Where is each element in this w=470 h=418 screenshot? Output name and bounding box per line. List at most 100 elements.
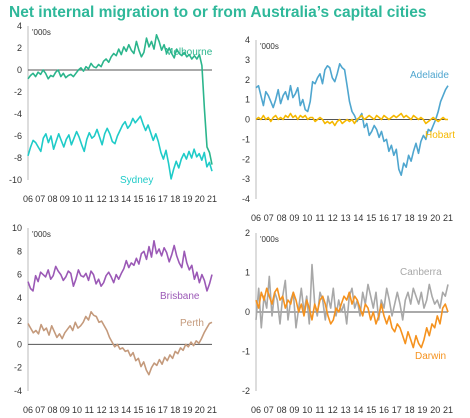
y-tick-label: -4 xyxy=(14,109,22,119)
y-tick-label: 0 xyxy=(245,115,250,125)
x-tick-label: 08 xyxy=(277,213,287,223)
x-tick-label: 14 xyxy=(353,213,363,223)
y-tick-label: 6 xyxy=(17,270,22,280)
y-tick-label: 8 xyxy=(17,246,22,256)
series-line-canberra xyxy=(255,263,449,329)
x-tick-label: 12 xyxy=(97,194,107,204)
x-tick-label: 06 xyxy=(23,194,33,204)
x-tick-label: 13 xyxy=(341,405,351,415)
x-tick-label: 19 xyxy=(182,194,192,204)
x-tick-label: 09 xyxy=(289,213,299,223)
y-tick-label: 2 xyxy=(245,75,250,85)
chart-title: Net internal migration to or from Austra… xyxy=(9,4,426,21)
x-tick-label: 18 xyxy=(405,405,415,415)
series-label-adelaide: Adelaide xyxy=(410,70,449,81)
x-tick-label: 19 xyxy=(417,213,427,223)
x-tick-label: 06 xyxy=(251,213,261,223)
x-tick-label: 17 xyxy=(392,405,402,415)
x-tick-label: 12 xyxy=(328,405,338,415)
y-tick-label: -10 xyxy=(9,175,22,185)
y-tick-label: 0 xyxy=(17,65,22,75)
x-tick-label: 20 xyxy=(195,194,205,204)
y-tick-label: 1 xyxy=(245,95,250,105)
x-tick-label: 17 xyxy=(158,405,168,415)
x-tick-label: 15 xyxy=(366,405,376,415)
unit-label: '000s xyxy=(32,230,51,239)
series-line-sydney xyxy=(27,115,213,180)
series-label-hobart: Hobart xyxy=(425,130,455,141)
x-tick-label: 10 xyxy=(302,213,312,223)
x-tick-label: 07 xyxy=(264,213,274,223)
x-tick-label: 11 xyxy=(85,194,94,204)
x-tick-label: 08 xyxy=(48,194,58,204)
x-tick-label: 16 xyxy=(379,213,389,223)
y-tick-label: 1 xyxy=(245,268,250,278)
y-tick-label: -4 xyxy=(14,386,22,396)
y-tick-label: -3 xyxy=(242,174,250,184)
x-tick-label: 21 xyxy=(207,194,217,204)
x-tick-label: 14 xyxy=(353,405,363,415)
y-tick-label: 2 xyxy=(17,316,22,326)
x-tick-label: 09 xyxy=(60,194,70,204)
series-line-brisbane xyxy=(27,240,213,292)
series-line-melbourne xyxy=(27,33,213,165)
y-tick-label: -1 xyxy=(242,347,250,357)
y-tick-label: 3 xyxy=(245,55,250,65)
x-tick-label: 13 xyxy=(341,213,351,223)
series-line-hobart xyxy=(255,112,448,127)
y-tick-label: 2 xyxy=(245,228,250,238)
series-line-darwin xyxy=(255,287,449,349)
series-line-adelaide xyxy=(255,62,449,176)
y-tick-label: 4 xyxy=(17,21,22,31)
y-tick-label: 0 xyxy=(17,339,22,349)
x-tick-label: 18 xyxy=(170,405,180,415)
y-tick-label: 4 xyxy=(245,35,250,45)
x-tick-label: 12 xyxy=(328,213,338,223)
series-line-perth xyxy=(27,310,213,376)
x-tick-label: 18 xyxy=(170,194,180,204)
x-tick-label: 07 xyxy=(264,405,274,415)
x-tick-label: 13 xyxy=(109,194,119,204)
x-tick-label: 12 xyxy=(97,405,107,415)
x-tick-label: 15 xyxy=(133,405,143,415)
y-tick-label: -4 xyxy=(242,194,250,204)
y-tick-label: -1 xyxy=(242,134,250,144)
y-tick-label: -6 xyxy=(14,131,22,141)
x-tick-label: 16 xyxy=(146,194,156,204)
series-label-melbourne: Melbourne xyxy=(165,47,213,58)
x-tick-label: 10 xyxy=(72,194,82,204)
series-label-perth: Perth xyxy=(180,318,204,329)
series-label-canberra: Canberra xyxy=(400,267,442,278)
x-tick-label: 11 xyxy=(85,405,94,415)
x-tick-label: 08 xyxy=(277,405,287,415)
x-tick-label: 09 xyxy=(60,405,70,415)
x-tick-label: 15 xyxy=(133,194,143,204)
y-tick-label: 0 xyxy=(245,307,250,317)
y-tick-label: -2 xyxy=(242,154,250,164)
x-tick-label: 14 xyxy=(121,405,131,415)
x-tick-label: 21 xyxy=(207,405,217,415)
x-tick-label: 17 xyxy=(158,194,168,204)
x-tick-label: 06 xyxy=(23,405,33,415)
x-tick-label: 10 xyxy=(302,405,312,415)
y-tick-label: -2 xyxy=(242,386,250,396)
x-tick-label: 07 xyxy=(35,194,45,204)
y-tick-label: 10 xyxy=(12,223,22,233)
x-tick-label: 20 xyxy=(430,213,440,223)
x-tick-label: 19 xyxy=(417,405,427,415)
x-tick-label: 18 xyxy=(405,213,415,223)
y-tick-label: 4 xyxy=(17,293,22,303)
y-tick-label: -8 xyxy=(14,153,22,163)
x-tick-label: 14 xyxy=(121,194,131,204)
x-tick-label: 20 xyxy=(430,405,440,415)
x-tick-label: 15 xyxy=(366,213,376,223)
x-tick-label: 20 xyxy=(195,405,205,415)
y-tick-label: -2 xyxy=(14,87,22,97)
x-tick-label: 17 xyxy=(392,213,402,223)
unit-label: '000s xyxy=(260,42,279,51)
